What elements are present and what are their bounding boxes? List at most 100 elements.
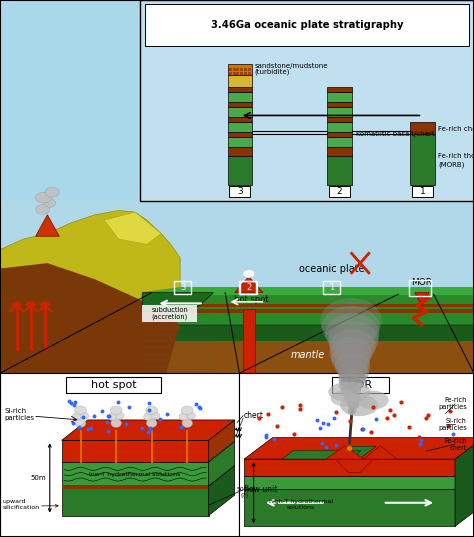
- Bar: [62, 486, 209, 516]
- Ellipse shape: [45, 187, 59, 197]
- Bar: [323, 281, 340, 294]
- Bar: [239, 373, 474, 537]
- Text: subduction
(accretion): subduction (accretion): [151, 307, 188, 321]
- Bar: [228, 147, 252, 156]
- Text: 2: 2: [337, 187, 342, 196]
- Ellipse shape: [26, 301, 36, 308]
- Bar: [228, 137, 252, 147]
- Text: 1: 1: [329, 284, 335, 292]
- Ellipse shape: [337, 360, 369, 384]
- Text: 3: 3: [180, 284, 185, 292]
- Bar: [327, 102, 352, 107]
- Ellipse shape: [320, 298, 382, 343]
- Ellipse shape: [80, 412, 89, 419]
- Polygon shape: [142, 304, 474, 307]
- Ellipse shape: [328, 321, 378, 359]
- Polygon shape: [282, 451, 361, 459]
- Text: oceanic plate: oceanic plate: [299, 264, 365, 273]
- Ellipse shape: [108, 413, 117, 420]
- Ellipse shape: [111, 419, 121, 427]
- Polygon shape: [142, 293, 474, 325]
- Polygon shape: [0, 336, 474, 373]
- Bar: [228, 64, 252, 75]
- Polygon shape: [235, 277, 263, 293]
- Ellipse shape: [146, 419, 157, 427]
- Polygon shape: [364, 446, 397, 459]
- Ellipse shape: [187, 412, 195, 419]
- Text: 3: 3: [237, 187, 243, 196]
- Text: low-T hydrothermal solutions: low-T hydrothermal solutions: [90, 471, 181, 477]
- Ellipse shape: [347, 400, 359, 409]
- Bar: [228, 117, 252, 122]
- Text: 1: 1: [419, 187, 425, 196]
- Ellipse shape: [146, 406, 157, 415]
- Bar: [228, 156, 252, 185]
- Bar: [228, 132, 252, 137]
- Ellipse shape: [73, 413, 81, 420]
- Bar: [0, 201, 474, 537]
- Bar: [412, 186, 433, 197]
- Bar: [329, 186, 350, 197]
- Bar: [174, 281, 191, 294]
- Polygon shape: [209, 466, 235, 516]
- Ellipse shape: [322, 306, 380, 348]
- Bar: [327, 107, 352, 117]
- Polygon shape: [336, 459, 374, 473]
- Text: Fe-rich
particles: Fe-rich particles: [438, 397, 467, 410]
- Text: high-T hydrothermal
solutions: high-T hydrothermal solutions: [269, 499, 333, 510]
- Ellipse shape: [341, 383, 361, 399]
- Polygon shape: [142, 287, 474, 295]
- Bar: [228, 92, 252, 102]
- Text: MOR: MOR: [411, 279, 432, 287]
- Ellipse shape: [329, 337, 372, 369]
- Bar: [62, 440, 209, 462]
- Bar: [228, 102, 252, 107]
- Bar: [228, 107, 252, 117]
- Bar: [244, 459, 455, 476]
- Bar: [327, 156, 352, 185]
- Bar: [327, 117, 352, 122]
- Ellipse shape: [181, 406, 193, 415]
- Ellipse shape: [151, 412, 160, 419]
- Ellipse shape: [335, 353, 370, 379]
- Ellipse shape: [325, 314, 379, 353]
- Ellipse shape: [75, 419, 86, 427]
- Polygon shape: [326, 446, 364, 459]
- Ellipse shape: [338, 368, 366, 389]
- Text: flow unit: flow unit: [244, 485, 277, 494]
- Ellipse shape: [35, 192, 52, 203]
- Ellipse shape: [144, 413, 152, 420]
- Text: sandstone/mudstone: sandstone/mudstone: [255, 62, 328, 69]
- Polygon shape: [244, 438, 474, 459]
- Bar: [62, 462, 209, 486]
- Polygon shape: [142, 325, 474, 341]
- Ellipse shape: [348, 407, 356, 415]
- Bar: [66, 377, 161, 393]
- Text: MOR: MOR: [347, 380, 374, 390]
- Ellipse shape: [331, 345, 370, 374]
- Text: Fe-rich tholeiite: Fe-rich tholeiite: [438, 153, 474, 159]
- Bar: [244, 476, 455, 489]
- Text: Fe-rich chert: Fe-rich chert: [438, 126, 474, 132]
- Ellipse shape: [358, 391, 389, 409]
- Polygon shape: [209, 420, 235, 462]
- Bar: [409, 280, 431, 296]
- Bar: [327, 92, 352, 102]
- Ellipse shape: [328, 382, 371, 402]
- Ellipse shape: [339, 376, 363, 394]
- Ellipse shape: [40, 301, 50, 308]
- Bar: [244, 489, 455, 526]
- Text: 50m: 50m: [30, 475, 46, 481]
- Ellipse shape: [179, 413, 188, 420]
- Polygon shape: [332, 446, 376, 459]
- Bar: [327, 137, 352, 147]
- Ellipse shape: [345, 391, 361, 404]
- Bar: [140, 0, 474, 201]
- Bar: [229, 186, 250, 197]
- Bar: [145, 4, 469, 46]
- Text: hot spot: hot spot: [91, 380, 137, 390]
- Bar: [228, 75, 252, 87]
- Bar: [228, 122, 252, 132]
- Ellipse shape: [12, 301, 21, 308]
- Polygon shape: [455, 438, 474, 526]
